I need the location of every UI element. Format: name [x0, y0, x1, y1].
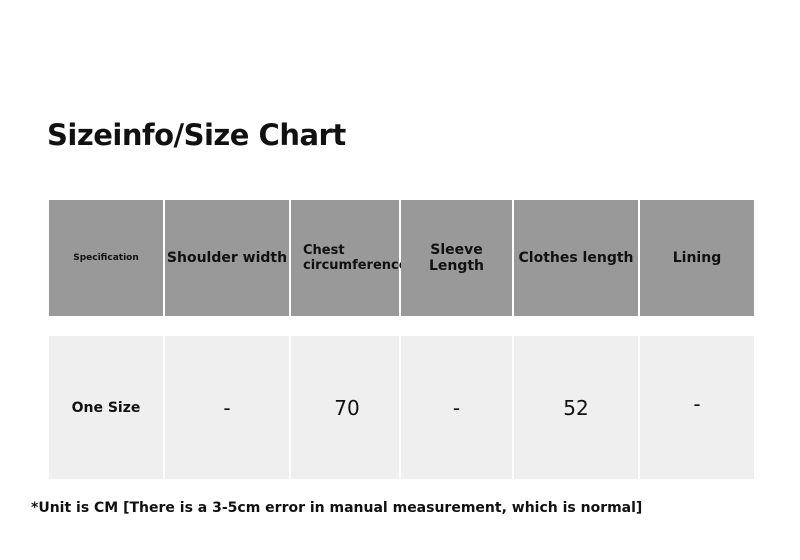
header-specification: Specification — [49, 200, 163, 316]
cell-lining: - — [640, 336, 754, 479]
header-sleeve-length: Sleeve Length — [401, 200, 512, 316]
cell-chest-circumference: 70 — [291, 336, 399, 479]
row-size-label: One Size — [49, 336, 163, 479]
header-clothes-length: Clothes length — [514, 200, 638, 316]
header-chest-circumference: Chest circumference — [291, 200, 408, 316]
cell-clothes-length: 52 — [514, 336, 638, 479]
unit-note: *Unit is CM [There is a 3-5cm error in m… — [31, 500, 643, 516]
page-title: Sizeinfo/Size Chart — [47, 118, 346, 152]
cell-shoulder-width: - — [165, 336, 289, 479]
cell-sleeve-length: - — [401, 336, 512, 479]
header-shoulder-width: Shoulder width — [165, 200, 289, 316]
header-lining: Lining — [640, 200, 754, 316]
